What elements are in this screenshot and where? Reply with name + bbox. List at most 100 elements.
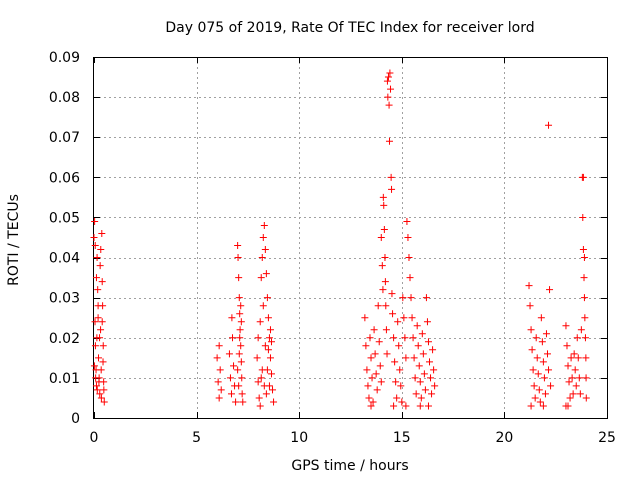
data-point [405,254,413,262]
data-point [382,302,390,310]
data-point [225,350,233,358]
data-point [579,213,587,221]
data-point [238,374,246,382]
data-point [530,382,538,390]
data-point [399,294,407,302]
data-point [262,390,270,398]
data-point [217,386,225,394]
data-point [214,378,222,386]
data-point [380,225,388,233]
data-point [91,318,99,326]
x-axis-label: GPS time / hours [291,458,408,474]
data-point [546,286,554,294]
data-point [394,318,402,326]
data-point [389,310,397,318]
data-point [541,390,549,398]
data-point [426,358,434,366]
data-point [269,386,277,394]
data-point [230,362,238,370]
data-point [532,334,540,342]
x-tick-label: 15 [393,430,411,446]
data-point [254,378,262,386]
data-point [371,350,379,358]
data-point [94,302,102,310]
data-point [574,354,582,362]
data-point [235,350,243,358]
data-point [263,366,271,374]
data-point [562,402,570,410]
y-tick-label: 0.07 [49,130,80,146]
data-point [576,390,584,398]
data-point [256,402,264,410]
data-point [92,374,100,382]
data-point [98,318,106,326]
data-point [255,394,263,402]
data-point [264,346,272,354]
data-point [565,378,573,386]
data-point [257,274,265,282]
data-point [235,382,243,390]
data-point [427,374,435,382]
data-point [96,262,104,270]
data-point [377,234,385,241]
data-point [384,93,392,101]
data-point [97,366,105,374]
data-point [540,374,548,382]
data-point [91,342,99,350]
data-point [100,386,108,394]
data-point [418,330,426,338]
data-point [581,334,589,342]
y-tick-label: 0 [71,411,80,427]
data-point [91,242,99,250]
data-point [229,334,237,342]
data-point [527,326,535,334]
data-point [413,322,421,330]
data-point [539,358,547,366]
data-point [236,326,244,334]
data-point [572,382,580,390]
data-point [411,374,419,382]
data-point [414,342,422,350]
data-point [380,201,388,209]
data-point [235,294,243,302]
data-point [563,342,571,350]
data-point [215,394,223,402]
data-point [536,398,544,406]
y-axis-label: ROTI / TECUs [6,194,22,286]
data-point [239,398,247,406]
data-point [577,326,585,334]
data-point [423,318,431,326]
data-point [234,254,242,262]
data-point [384,73,392,81]
x-tick-label: 5 [192,430,201,446]
data-point [396,366,404,374]
data-point [566,394,574,402]
data-point [92,274,100,282]
y-tick-label: 0.01 [49,371,80,387]
data-point [369,398,377,406]
data-point [98,278,106,286]
data-point [95,354,103,362]
data-point [270,398,278,406]
data-point [228,314,236,322]
data-point [99,358,107,366]
data-point [237,342,245,350]
data-point [420,370,428,378]
data-point [265,334,273,342]
y-tick-label: 0.09 [49,50,80,66]
data-point [408,314,416,322]
data-point [227,390,235,398]
data-point [95,378,103,386]
data-point [582,374,590,382]
data-point [90,234,98,241]
data-point [422,294,430,302]
data-point [579,173,587,181]
data-point [409,334,417,342]
data-point [93,386,101,394]
data-point [579,246,587,254]
data-point [374,302,382,310]
data-point [94,286,102,294]
data-point [528,346,536,354]
data-point [97,246,105,254]
